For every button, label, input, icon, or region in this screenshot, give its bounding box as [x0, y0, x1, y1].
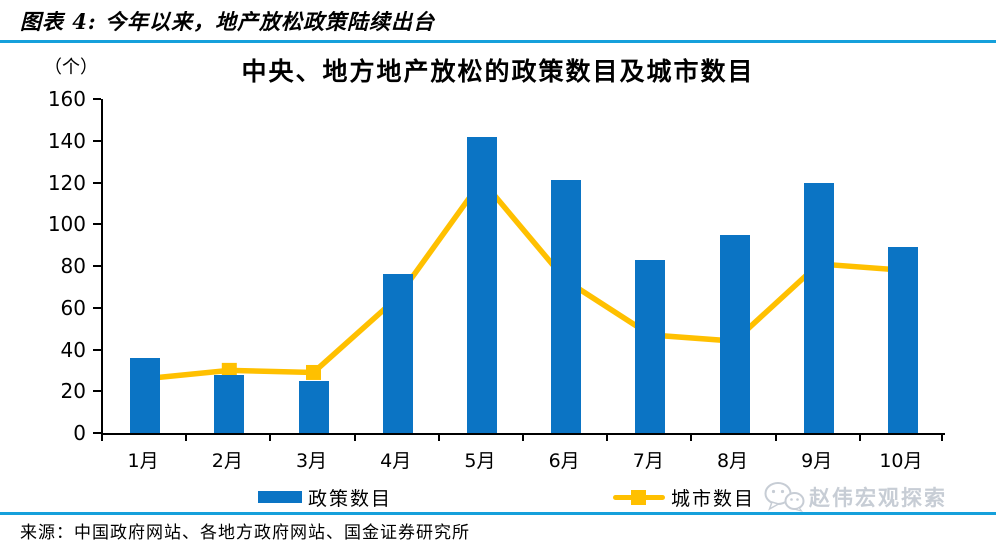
bottom-accent-rule: [0, 512, 996, 515]
bar-8月: [719, 234, 750, 433]
x-axis-label-9月: 9月: [801, 450, 833, 472]
x-axis-label-3月: 3月: [295, 450, 328, 472]
y-tick-mark: [93, 348, 101, 351]
bar-series-swatch: [258, 491, 302, 503]
x-tick-mark: [185, 434, 188, 441]
x-axis-label-8月: 8月: [716, 450, 749, 472]
bar-9月: [803, 182, 834, 433]
x-axis-label-10月: 10月: [879, 450, 923, 472]
y-tick-label: 120: [47, 170, 86, 195]
line-series-swatch: [613, 489, 665, 505]
source-note: 来源：中国政府网站、各地方政府网站、国金证券研究所: [20, 523, 470, 543]
x-axis-label-2月: 2月: [211, 450, 243, 472]
bar-4月: [382, 274, 413, 433]
line-marker-2月: [221, 362, 237, 378]
x-tick-mark: [522, 434, 524, 441]
watermark-text: 赵伟宏观探索: [809, 484, 947, 510]
watermark: 赵伟宏观探索: [763, 481, 947, 512]
y-tick-mark: [93, 306, 101, 309]
x-tick-mark: [437, 434, 440, 441]
city-count-line: [144, 175, 904, 382]
x-tick-mark: [101, 434, 103, 441]
y-tick-mark: [93, 265, 101, 267]
bar-10月: [887, 247, 918, 433]
y-tick-mark: [93, 390, 101, 393]
top-accent-rule: [0, 40, 996, 43]
bar-3月: [298, 380, 329, 433]
y-tick-mark: [93, 223, 101, 226]
bar-1月: [130, 357, 161, 433]
bar-7月: [635, 259, 666, 433]
x-axis-label-6月: 6月: [548, 450, 580, 472]
y-tick-mark: [93, 181, 101, 184]
x-tick-mark: [858, 434, 861, 441]
chart-title: 中央、地方地产放松的政策数目及城市数目: [241, 57, 755, 86]
y-axis: 0 20 40 60 80 100 120 140 160: [0, 88, 101, 444]
x-axis-labels: 1月 2月 3月 4月 5月 6月 7月 8月 9月 10月: [101, 446, 943, 472]
x-tick-mark: [941, 434, 943, 441]
y-tick-mark: [93, 98, 101, 100]
figure-header: 图表 4: 今年以来，地产放松政策陆续出台: [20, 9, 435, 34]
y-tick-label: 80: [60, 254, 86, 278]
bar-5月: [466, 136, 497, 433]
line-marker-3月: [306, 364, 321, 380]
plot-area: [101, 99, 945, 435]
y-tick-label: 0: [73, 421, 86, 445]
y-tick-label: 20: [60, 379, 86, 404]
legend-item-city-count: 城市数目: [613, 482, 755, 512]
x-axis-label-7月: 7月: [632, 450, 664, 472]
y-tick-label: 60: [60, 295, 86, 320]
legend-label-city-count: 城市数目: [671, 487, 756, 510]
bar-2月: [214, 374, 245, 433]
x-tick-mark: [774, 434, 777, 441]
y-tick-mark: [93, 139, 101, 142]
y-tick-mark: [93, 432, 101, 434]
x-axis-label-1月: 1月: [127, 450, 159, 472]
legend-label-policy-count: 政策数目: [308, 487, 393, 510]
chart-legend: 政策数目 城市数目: [0, 482, 996, 512]
x-tick-mark: [353, 434, 356, 441]
x-tick-mark: [690, 434, 693, 441]
y-tick-label: 160: [47, 87, 86, 111]
y-axis-unit-label: （个）: [44, 57, 98, 78]
y-tick-label: 140: [47, 128, 86, 153]
wechat-icon: [764, 482, 805, 512]
line-swatch-marker: [631, 489, 646, 505]
legend-item-policy-count: 政策数目: [258, 482, 392, 512]
x-tick-mark: [269, 434, 272, 441]
x-tick-mark: [606, 434, 609, 441]
bar-6月: [551, 180, 582, 433]
y-tick-label: 40: [60, 337, 86, 362]
x-axis-ticks: [101, 434, 945, 442]
y-tick-label: 100: [47, 212, 86, 237]
x-axis-label-5月: 5月: [464, 450, 496, 472]
x-axis-label-4月: 4月: [380, 450, 412, 472]
